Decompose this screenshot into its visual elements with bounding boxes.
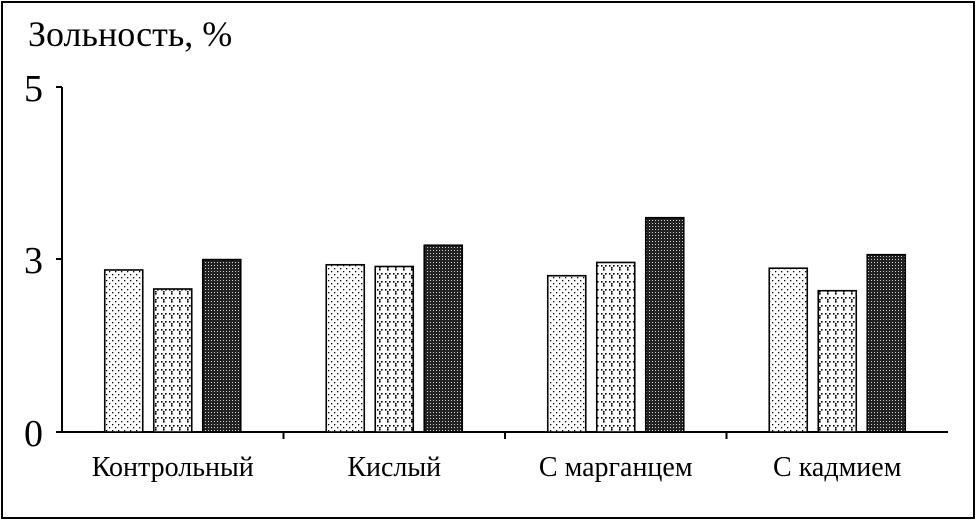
bar [325, 263, 366, 433]
bar [374, 265, 415, 433]
bar [817, 289, 858, 433]
bar [546, 274, 587, 433]
bar [152, 288, 193, 433]
x-tick-label: Контрольный [92, 452, 254, 483]
y-tick-label: 3 [24, 240, 43, 282]
bar [201, 258, 242, 433]
y-tick-label: 5 [24, 68, 43, 110]
bar [423, 244, 464, 433]
x-tick-label: С кадмием [773, 452, 902, 483]
y-tick-label: 0 [24, 413, 43, 455]
y-axis-title: Зольность, % [28, 14, 232, 54]
x-tick-label: С марганцем [539, 452, 693, 483]
bar [595, 261, 636, 433]
bar [103, 269, 144, 433]
bar [866, 253, 907, 433]
bar [644, 216, 685, 433]
bar [768, 267, 809, 433]
x-tick-label: Кислый [347, 452, 441, 483]
